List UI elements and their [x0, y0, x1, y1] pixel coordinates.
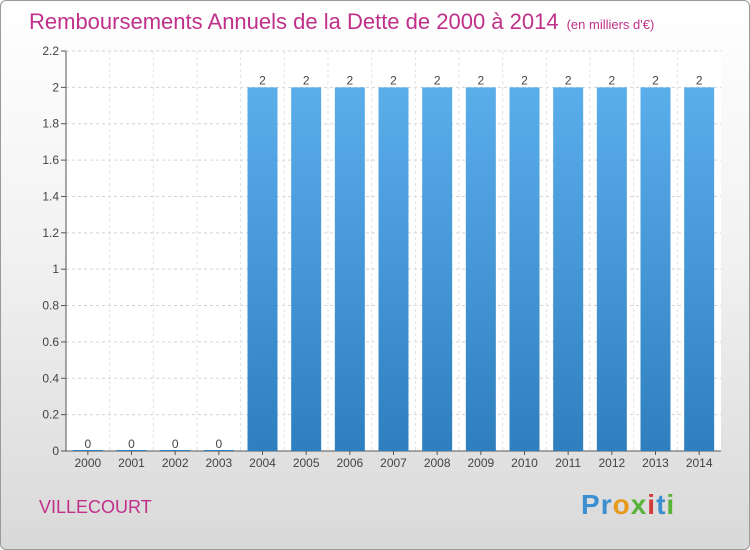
y-tick-label: 0.2	[42, 408, 59, 422]
logo-letter: r	[600, 489, 613, 520]
x-tick-label-2001: 2001	[118, 456, 145, 470]
bar-2006	[334, 87, 365, 451]
value-label-2000: 0	[84, 437, 91, 451]
value-label-2011: 2	[565, 73, 572, 87]
x-tick-label-2004: 2004	[249, 456, 276, 470]
y-tick-label: 0	[52, 444, 59, 458]
x-tick-label-2009: 2009	[467, 456, 494, 470]
value-label-2007: 2	[390, 73, 397, 87]
value-label-2013: 2	[652, 73, 659, 87]
value-label-2003: 0	[215, 437, 222, 451]
x-tick-label-2005: 2005	[293, 456, 320, 470]
x-tick-label-2012: 2012	[598, 456, 625, 470]
value-label-2009: 2	[477, 73, 484, 87]
value-label-2004: 2	[259, 73, 266, 87]
unit-note: (en milliers d'€)	[566, 17, 655, 32]
x-tick-label-2002: 2002	[162, 456, 189, 470]
y-tick-label: 1.6	[42, 153, 59, 167]
value-label-2012: 2	[608, 73, 615, 87]
value-label-2014: 2	[696, 73, 703, 87]
y-tick-label: 1	[52, 262, 59, 276]
bar-2011	[553, 87, 584, 451]
y-tick-label: 0.4	[42, 371, 59, 385]
logo-letter: t	[656, 489, 667, 520]
x-tick-label-2010: 2010	[511, 456, 538, 470]
bar-2014	[684, 87, 715, 451]
value-label-2006: 2	[346, 73, 353, 87]
title-text: Remboursements Annuels de la Dette de 20…	[29, 9, 559, 34]
value-label-2001: 0	[128, 437, 135, 451]
x-tick-label-2007: 2007	[380, 456, 407, 470]
x-tick-label-2000: 2000	[74, 456, 101, 470]
logo-letter: i	[647, 489, 657, 520]
chart-title: Remboursements Annuels de la Dette de 20…	[29, 9, 654, 35]
bar-2005	[291, 87, 322, 451]
value-label-2002: 0	[172, 437, 179, 451]
y-tick-label: 0.6	[42, 335, 59, 349]
y-tick-label: 0.8	[42, 299, 59, 313]
bar-2009	[465, 87, 496, 451]
y-tick-label: 1.8	[42, 117, 59, 131]
y-tick-label: 1.4	[42, 189, 59, 203]
y-tick-label: 1.2	[42, 226, 59, 240]
value-label-2010: 2	[521, 73, 528, 87]
logo-letter: P	[581, 489, 601, 520]
logo-letter: i	[666, 489, 676, 520]
x-tick-label-2008: 2008	[424, 456, 451, 470]
bar-2007	[378, 87, 409, 451]
x-tick-label-2013: 2013	[642, 456, 669, 470]
bar-2010	[509, 87, 540, 451]
value-label-2008: 2	[434, 73, 441, 87]
x-tick-label-2003: 2003	[205, 456, 232, 470]
bar-2013	[640, 87, 671, 451]
x-tick-label-2014: 2014	[686, 456, 713, 470]
commune-name: VILLECOURT	[39, 497, 152, 517]
logo-letter: o	[612, 489, 631, 520]
bar-2004	[247, 87, 278, 451]
bar-2012	[596, 87, 627, 451]
value-label-2005: 2	[303, 73, 310, 87]
x-tick-label-2011: 2011	[555, 456, 581, 470]
bar-2008	[422, 87, 453, 451]
proxiti-logo: Proxiti	[581, 489, 675, 521]
y-tick-label: 2.2	[42, 44, 59, 58]
y-tick-label: 2	[52, 80, 59, 94]
logo-letter: x	[630, 489, 648, 520]
x-tick-label-2006: 2006	[336, 456, 363, 470]
